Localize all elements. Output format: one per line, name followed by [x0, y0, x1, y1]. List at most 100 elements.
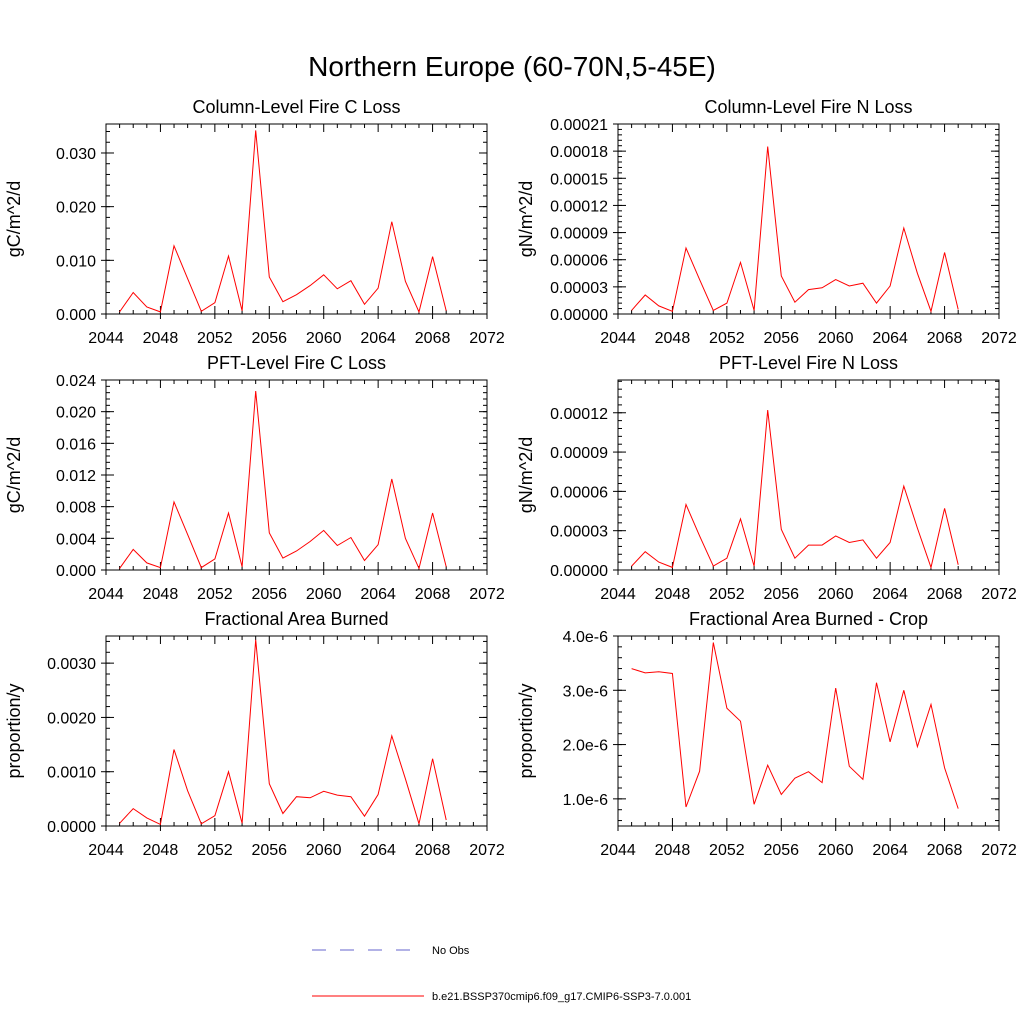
legend-label: No Obs: [432, 945, 470, 957]
x-tick-label: 2072: [469, 330, 505, 347]
series-line: [119, 130, 447, 314]
x-tick-label: 2056: [251, 586, 287, 603]
x-tick-label: 2056: [763, 842, 799, 859]
x-tick-label: 2044: [600, 586, 636, 603]
x-tick-label: 2048: [143, 842, 179, 859]
legend-label: b.e21.BSSP370cmip6.f09_g17.CMIP6-SSP3-7.…: [432, 991, 691, 1003]
x-tick-label: 2060: [818, 330, 854, 347]
x-tick-label: 2048: [655, 842, 691, 859]
x-tick-label: 2060: [818, 842, 854, 859]
y-tick-label: 0.0030: [47, 656, 96, 673]
x-tick-label: 2072: [981, 842, 1017, 859]
y-tick-label: 0.020: [56, 405, 96, 422]
x-tick-label: 2064: [360, 842, 396, 859]
plot-frame: [105, 635, 488, 827]
y-tick-label: 2.0e-6: [563, 738, 608, 755]
chart-panel: Column-Level Fire N Loss gN/m^2/d 2044 2048…: [516, 97, 1017, 347]
x-tick-label: 2068: [415, 586, 451, 603]
y-tick-label: 0.0020: [47, 710, 96, 727]
y-axis-label: gN/m^2/d: [516, 181, 536, 257]
y-tick-label: 0.0010: [47, 765, 96, 782]
series-line: [631, 410, 959, 570]
y-tick-label: 0.010: [56, 253, 96, 270]
x-tick-label: 2072: [469, 842, 505, 859]
y-tick-label: 0.00003: [550, 524, 608, 541]
y-tick-label: 0.00009: [550, 226, 608, 243]
chart-panel: Column-Level Fire C Loss gC/m^2/d 2044 2048…: [4, 97, 505, 347]
y-tick-label: 0.024: [56, 373, 96, 390]
x-tick-label: 2064: [872, 586, 908, 603]
y-tick-label: 0.00012: [550, 406, 608, 423]
x-tick-label: 2064: [360, 330, 396, 347]
y-tick-label: 3.0e-6: [563, 683, 608, 700]
panel-title: PFT-Level Fire N Loss: [719, 353, 898, 373]
panel-title: Column-Level Fire N Loss: [704, 97, 912, 117]
plot-frame: [617, 379, 1000, 571]
y-tick-label: 0.00018: [550, 144, 608, 161]
x-tick-label: 2044: [88, 842, 124, 859]
panel-title: Fractional Area Burned: [204, 609, 388, 629]
y-tick-label: 0.00006: [550, 484, 608, 501]
y-tick-label: 0.020: [56, 200, 96, 217]
y-tick-label: 1.0e-6: [563, 792, 608, 809]
x-tick-label: 2048: [143, 330, 179, 347]
figure-title: Northern Europe (60-70N,5-45E): [308, 51, 716, 82]
x-tick-label: 2068: [415, 330, 451, 347]
y-tick-label: 0.00012: [550, 198, 608, 215]
x-tick-label: 2048: [655, 586, 691, 603]
x-tick-label: 2052: [197, 586, 233, 603]
legend: No Obs b.e21.BSSP370cmip6.f09_g17.CMIP6-S…: [312, 945, 691, 1003]
x-tick-label: 2052: [709, 586, 745, 603]
x-tick-label: 2056: [763, 330, 799, 347]
y-tick-label: 0.0000: [47, 819, 96, 836]
y-tick-label: 0.00009: [550, 445, 608, 462]
x-tick-label: 2060: [306, 842, 342, 859]
x-tick-label: 2052: [709, 330, 745, 347]
y-axis-label: proportion/y: [4, 683, 24, 778]
x-tick-label: 2052: [709, 842, 745, 859]
y-tick-label: 0.00006: [550, 253, 608, 270]
x-tick-label: 2048: [143, 586, 179, 603]
series-line: [631, 642, 959, 809]
x-tick-label: 2044: [88, 586, 124, 603]
series-line: [631, 146, 959, 314]
y-tick-label: 0.00021: [550, 117, 608, 134]
y-tick-label: 4.0e-6: [563, 629, 608, 646]
panels: Column-Level Fire C Loss gC/m^2/d 2044 2048…: [4, 97, 1017, 859]
y-tick-label: 0.00000: [550, 307, 608, 324]
x-tick-label: 2064: [872, 330, 908, 347]
y-tick-label: 0.008: [56, 500, 96, 517]
y-tick-label: 0.00003: [550, 280, 608, 297]
x-tick-label: 2068: [927, 842, 963, 859]
y-tick-label: 0.030: [56, 146, 96, 163]
x-tick-label: 2060: [818, 586, 854, 603]
y-axis-label: gC/m^2/d: [4, 181, 24, 257]
x-tick-label: 2064: [872, 842, 908, 859]
y-tick-label: 0.000: [56, 563, 96, 580]
panel-title: PFT-Level Fire C Loss: [207, 353, 386, 373]
x-tick-label: 2052: [197, 330, 233, 347]
y-tick-label: 0.004: [56, 531, 96, 548]
y-tick-label: 0.016: [56, 436, 96, 453]
plot-frame: [105, 379, 488, 571]
x-tick-label: 2044: [600, 330, 636, 347]
y-axis-label: proportion/y: [516, 683, 536, 778]
x-tick-label: 2056: [251, 330, 287, 347]
x-tick-label: 2044: [88, 330, 124, 347]
panel-title: Fractional Area Burned - Crop: [689, 609, 928, 629]
x-tick-label: 2068: [927, 586, 963, 603]
x-tick-label: 2060: [306, 586, 342, 603]
y-tick-label: 0.000: [56, 307, 96, 324]
x-tick-label: 2060: [306, 330, 342, 347]
plot-frame: [105, 123, 488, 315]
y-tick-label: 0.00015: [550, 171, 608, 188]
series-line: [119, 639, 447, 826]
x-tick-label: 2056: [251, 842, 287, 859]
chart-panel: PFT-Level Fire N Loss gN/m^2/d 2044 2048 205…: [516, 353, 1017, 603]
panel-title: Column-Level Fire C Loss: [192, 97, 400, 117]
x-tick-label: 2044: [600, 842, 636, 859]
y-axis-label: gC/m^2/d: [4, 437, 24, 513]
y-axis-label: gN/m^2/d: [516, 437, 536, 513]
series-line: [119, 391, 447, 570]
